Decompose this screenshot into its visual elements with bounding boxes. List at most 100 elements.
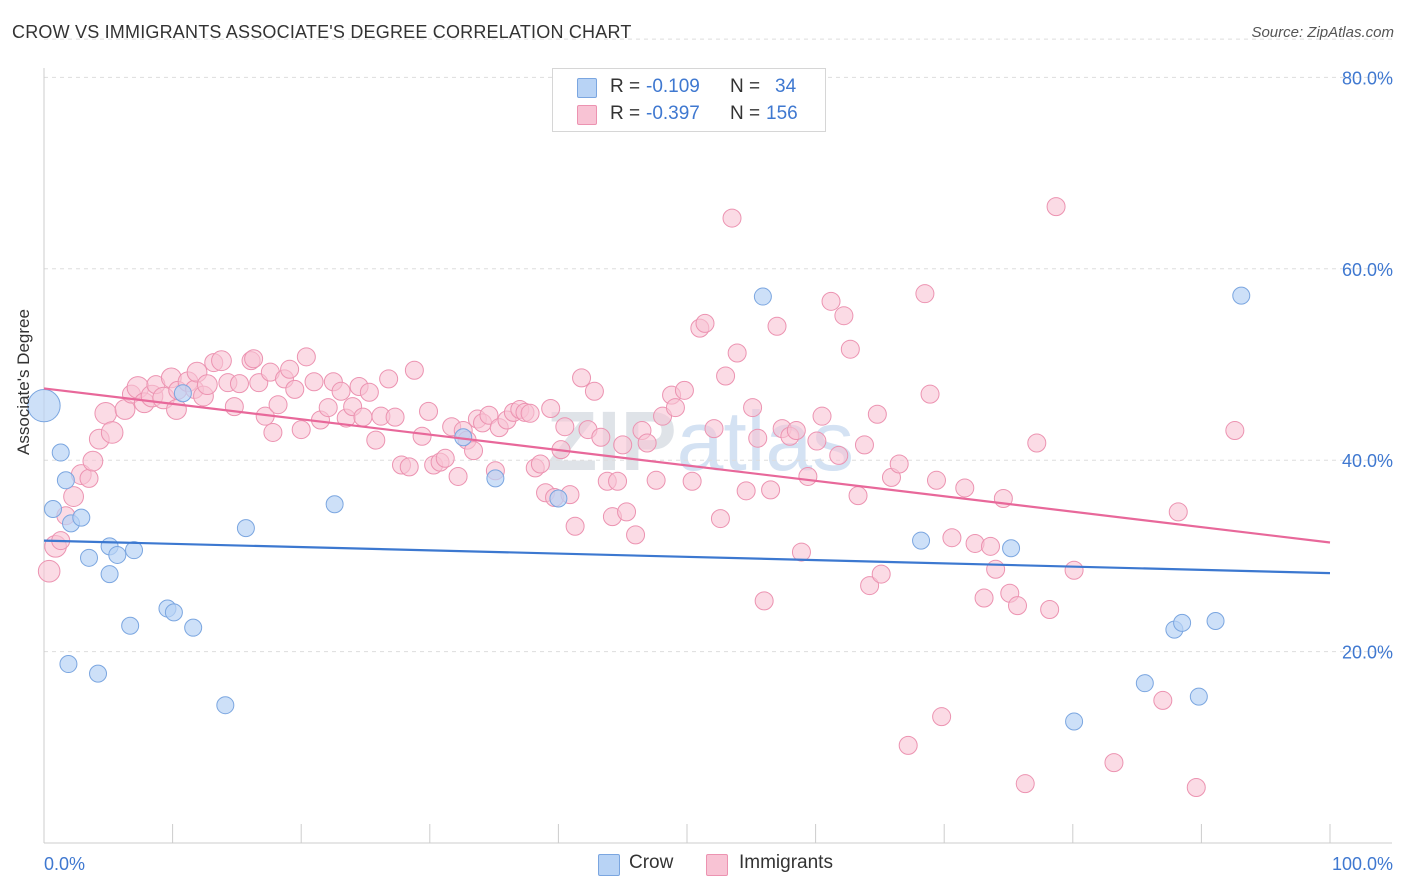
immigrants-point	[1153, 690, 1173, 710]
crow-point	[549, 489, 568, 508]
immigrants-point	[385, 407, 405, 427]
immigrants-point	[840, 339, 860, 359]
immigrants-point	[915, 284, 935, 304]
immigrants-point	[541, 399, 561, 419]
immigrants-point	[520, 403, 540, 423]
immigrants-point	[942, 528, 962, 548]
immigrants-legend-label: Immigrants	[739, 852, 833, 873]
immigrants-swatch	[577, 105, 597, 125]
immigrants-point	[591, 427, 611, 447]
crow-r-value: -0.109	[646, 76, 700, 97]
crow-point	[753, 287, 772, 306]
crow-point	[80, 548, 99, 567]
immigrants-point	[695, 313, 715, 333]
immigrants-point	[608, 471, 628, 491]
immigrants-point	[565, 516, 585, 536]
trend-lines	[43, 387, 1331, 575]
crow-legend-label: Crow	[629, 852, 674, 873]
immigrants-r-label: R =	[610, 103, 641, 124]
crow-swatch	[577, 78, 597, 98]
crow-trend-line	[43, 539, 1331, 575]
immigrants-n-label: N =	[730, 103, 761, 124]
immigrants-point	[285, 379, 305, 399]
immigrants-point	[291, 420, 311, 440]
immigrants-legend-swatch	[706, 854, 728, 876]
source-label: Source: ZipAtlas.com	[1251, 24, 1394, 41]
immigrants-point	[748, 428, 768, 448]
immigrants-point	[727, 343, 747, 363]
immigrants-point	[722, 208, 742, 228]
immigrants-point	[829, 445, 849, 465]
y-tick-label: 80.0%	[1342, 68, 1393, 88]
immigrants-r-value: -0.397	[646, 103, 700, 124]
crow-point	[164, 603, 183, 622]
immigrants-point	[1008, 596, 1028, 616]
immigrants-point	[821, 291, 841, 311]
immigrants-point	[318, 398, 338, 418]
crow-point	[1002, 539, 1021, 558]
immigrants-point	[100, 421, 124, 444]
immigrants-point	[617, 502, 637, 522]
crow-point	[486, 469, 505, 488]
immigrants-point	[1104, 753, 1124, 773]
immigrants-point	[807, 431, 827, 451]
immigrants-point	[1064, 560, 1084, 580]
immigrants-n-value: 156	[766, 103, 798, 124]
immigrants-point	[1225, 421, 1245, 441]
crow-point	[59, 655, 78, 674]
crow-point	[100, 565, 119, 584]
immigrants-point	[448, 466, 468, 486]
immigrants-point	[743, 398, 763, 418]
immigrants-point	[860, 576, 880, 596]
immigrants-point	[244, 349, 264, 369]
chart-title: CROW VS IMMIGRANTS ASSOCIATE'S DEGREE CO…	[12, 22, 632, 42]
immigrants-point	[94, 402, 118, 425]
immigrants-point	[353, 407, 373, 427]
immigrants-point	[263, 422, 283, 442]
y-tick-label: 60.0%	[1342, 260, 1393, 280]
immigrants-point	[754, 591, 774, 611]
immigrants-point	[1046, 197, 1066, 217]
immigrants-point	[211, 350, 232, 372]
crow-point	[236, 519, 255, 538]
y-tick-label: 20.0%	[1342, 643, 1393, 663]
y-tick-labels: 20.0% 40.0% 60.0% 80.0%	[1342, 68, 1393, 662]
crow-point	[89, 664, 108, 683]
immigrants-point	[268, 395, 288, 415]
crow-point	[1135, 674, 1154, 693]
immigrants-point	[412, 426, 432, 446]
crow-point	[1173, 613, 1192, 632]
immigrants-trend-line	[43, 387, 1331, 544]
immigrants-point	[404, 360, 424, 380]
immigrants-point	[613, 435, 633, 455]
immigrants-point	[1027, 433, 1047, 453]
immigrants-point	[798, 466, 818, 486]
crow-point	[216, 696, 235, 715]
legend-row-immigrants: R = -0.397 N = 156	[553, 100, 825, 128]
crow-r-label: R =	[610, 76, 641, 97]
immigrants-point	[1015, 774, 1035, 794]
immigrants-point	[435, 448, 455, 468]
crow-point	[125, 541, 144, 560]
immigrants-point	[304, 372, 324, 392]
y-axis-label: Associate's Degree	[14, 309, 33, 455]
x-tick-label-min: 0.0%	[44, 854, 85, 874]
immigrants-point	[572, 368, 592, 388]
immigrants-point	[854, 435, 874, 455]
immigrants-point	[920, 384, 940, 404]
immigrants-point	[280, 359, 300, 379]
x-tick-labels: 0.0% 100.0%	[44, 854, 1393, 874]
crow-point	[51, 443, 70, 462]
immigrants-point	[871, 564, 891, 584]
immigrants-point	[555, 417, 575, 437]
immigrants-point	[229, 374, 249, 394]
immigrants-point	[834, 306, 854, 326]
immigrants-point	[1186, 777, 1206, 797]
immigrants-point	[63, 486, 84, 507]
immigrants-point	[584, 381, 604, 401]
y-tick-label: 40.0%	[1342, 451, 1393, 471]
immigrants-point	[704, 419, 724, 439]
immigrants-point	[974, 588, 994, 608]
immigrants-point	[812, 406, 832, 426]
crow-point	[1206, 611, 1225, 630]
